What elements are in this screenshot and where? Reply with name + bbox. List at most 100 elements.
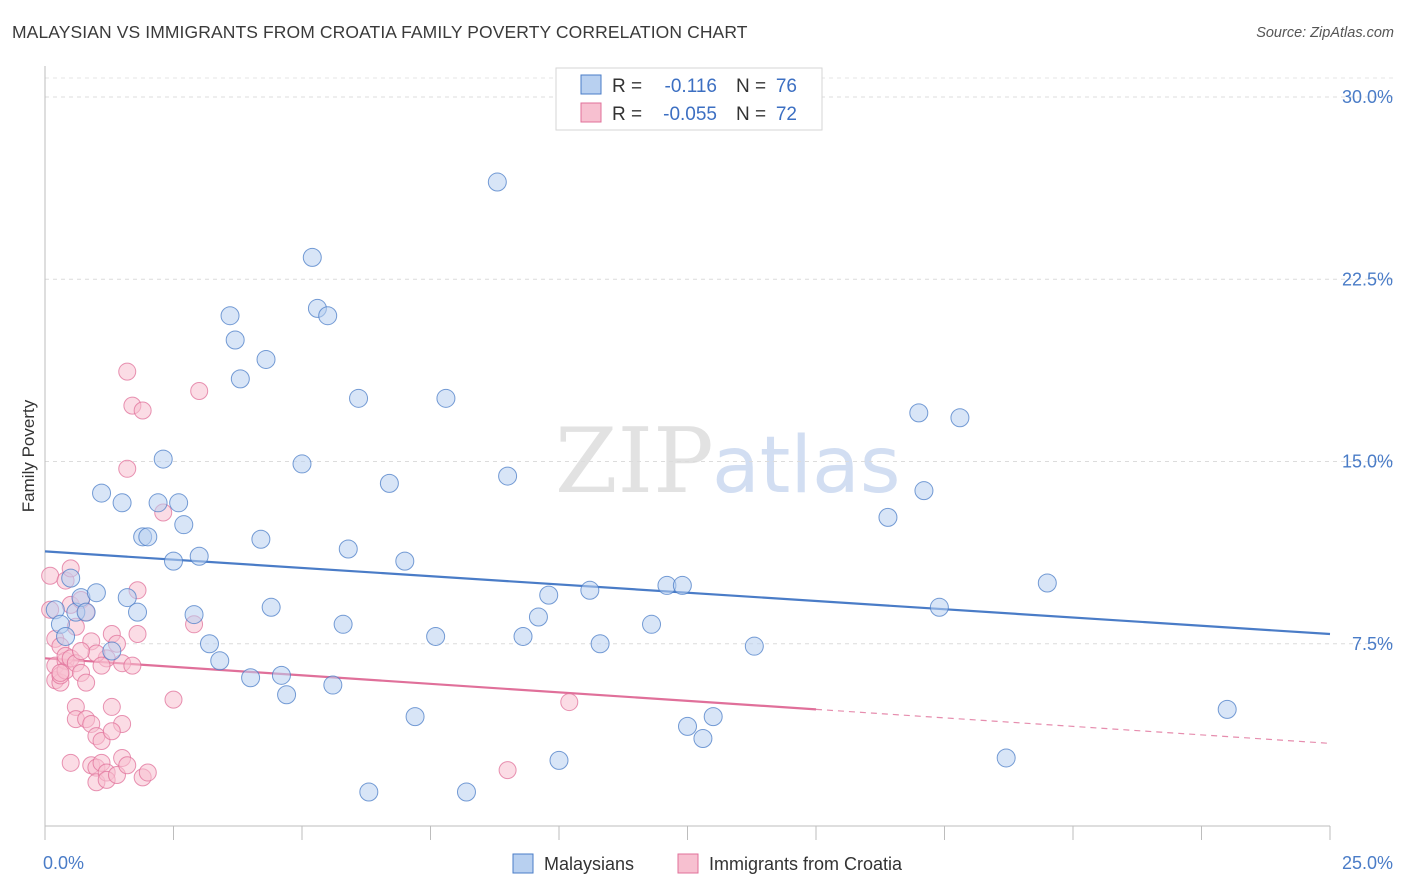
malaysians-point-23	[210, 651, 230, 671]
malaysians-point-8	[92, 483, 112, 503]
malaysians-point-20	[184, 605, 204, 625]
data-points	[41, 172, 1237, 802]
malaysians-point-44	[405, 707, 425, 727]
x-tick-label-0: 0.0%	[43, 853, 84, 873]
legend-n-value-2: 72	[776, 104, 797, 125]
gridlines	[45, 77, 1393, 645]
malaysians-point-39	[338, 539, 358, 559]
malaysians-point-3	[61, 568, 81, 588]
legend-r-label-2: R =	[612, 104, 642, 125]
malaysians-point-11	[117, 588, 137, 608]
malaysians-point-9	[102, 641, 122, 661]
malaysians-point-10	[112, 493, 132, 513]
malaysians-point-70	[1217, 699, 1237, 719]
croatia-point-47	[133, 401, 152, 420]
malaysians-point-58	[672, 575, 692, 595]
croatia-point-61	[118, 756, 137, 775]
croatia-point-43	[118, 459, 137, 478]
malaysians-point-26	[230, 369, 250, 389]
croatia-point-42	[118, 362, 137, 381]
malaysians-point-29	[256, 349, 276, 369]
croatia-point-62	[123, 656, 142, 675]
malaysians-point-56	[642, 614, 662, 634]
malaysians-point-41	[359, 782, 379, 802]
malaysians-point-7	[86, 583, 106, 603]
axes	[44, 66, 1331, 840]
malaysians-point-53	[549, 750, 569, 770]
croatia-point-63	[51, 663, 70, 682]
malaysians-point-14	[138, 527, 158, 547]
croatia-point-59	[77, 673, 96, 692]
malaysians-point-2	[56, 626, 76, 646]
croatia-trend-line	[44, 657, 817, 711]
bottom-legend-croatia: Immigrants from Croatia	[709, 854, 903, 874]
malaysians-point-69	[1037, 573, 1057, 593]
malaysians-point-43	[395, 551, 415, 571]
malaysians-point-24	[220, 306, 240, 326]
malaysians-point-62	[744, 636, 764, 656]
y-axis-label: Family Poverty	[19, 399, 38, 512]
y-tick-label-1: 15.0%	[1342, 452, 1393, 472]
y-tick-label-3: 30.0%	[1342, 87, 1393, 107]
malaysians-point-63	[878, 507, 898, 527]
croatia-point-60	[71, 642, 90, 661]
malaysians-point-47	[456, 782, 476, 802]
malaysians-point-68	[996, 748, 1016, 768]
malaysians-point-42	[379, 473, 399, 493]
legend: R = -0.116 N = 76 R = -0.055 N = 72	[555, 67, 823, 131]
x-tick-label-1: 25.0%	[1342, 853, 1393, 873]
y-tick-label-0: 7.5%	[1352, 634, 1393, 654]
malaysians-point-30	[261, 597, 281, 617]
watermark-zip: ZIP	[555, 409, 714, 514]
malaysians-point-12	[128, 602, 148, 622]
malaysians-point-55	[590, 634, 610, 654]
legend-n-value-1: 76	[776, 76, 797, 97]
malaysians-point-28	[251, 529, 271, 549]
malaysians-point-45	[426, 626, 446, 646]
malaysians-point-15	[148, 493, 168, 513]
croatia-trend-extension	[815, 708, 1331, 744]
legend-r-value-1: -0.116	[665, 76, 717, 97]
croatia-point-51	[164, 690, 183, 709]
malaysians-point-22	[199, 634, 219, 654]
malaysians-point-18	[169, 493, 189, 513]
malaysians-point-33	[292, 454, 312, 474]
legend-swatch-croatia	[580, 102, 602, 123]
malaysians-point-54	[580, 580, 600, 600]
malaysians-point-66	[929, 597, 949, 617]
chart-title: MALAYSIAN VS IMMIGRANTS FROM CROATIA FAM…	[12, 22, 748, 42]
malaysians-point-48	[487, 172, 507, 192]
bottom-legend-swatch-croatia	[677, 853, 699, 874]
legend-n-label-1: N =	[736, 76, 766, 97]
bottom-legend-swatch-malaysians	[512, 853, 534, 874]
malaysians-point-67	[950, 408, 970, 428]
malaysians-point-37	[323, 675, 343, 695]
malaysians-point-64	[909, 403, 929, 423]
malaysians-point-19	[174, 515, 194, 535]
malaysians-point-60	[693, 729, 713, 749]
malaysians-point-52	[539, 585, 559, 605]
croatia-point-57	[92, 656, 111, 675]
croatia-point-54	[498, 761, 517, 780]
malaysians-point-61	[703, 707, 723, 727]
malaysians-point-25	[225, 330, 245, 350]
malaysians-point-32	[277, 685, 297, 705]
tick-labels: 7.5% 15.0% 22.5% 30.0% 0.0% 25.0%	[43, 87, 1393, 873]
malaysians-point-49	[498, 466, 518, 486]
legend-n-label-2: N =	[736, 104, 766, 125]
malaysians-point-50	[513, 626, 533, 646]
malaysians-point-40	[349, 388, 369, 408]
watermark-atlas: atlas	[712, 421, 901, 511]
croatia-point-46	[128, 625, 147, 644]
chart-source: Source: ZipAtlas.com	[1256, 25, 1394, 41]
legend-r-value-2: -0.055	[663, 104, 717, 125]
croatia-point-49	[138, 763, 157, 782]
malaysians-point-16	[153, 449, 173, 469]
malaysians-point-36	[318, 306, 338, 326]
malaysians-point-31	[271, 665, 291, 685]
croatia-point-53	[190, 382, 209, 401]
croatia-point-55	[560, 693, 579, 712]
croatia-point-18	[61, 753, 80, 772]
legend-r-label-1: R =	[612, 76, 642, 97]
